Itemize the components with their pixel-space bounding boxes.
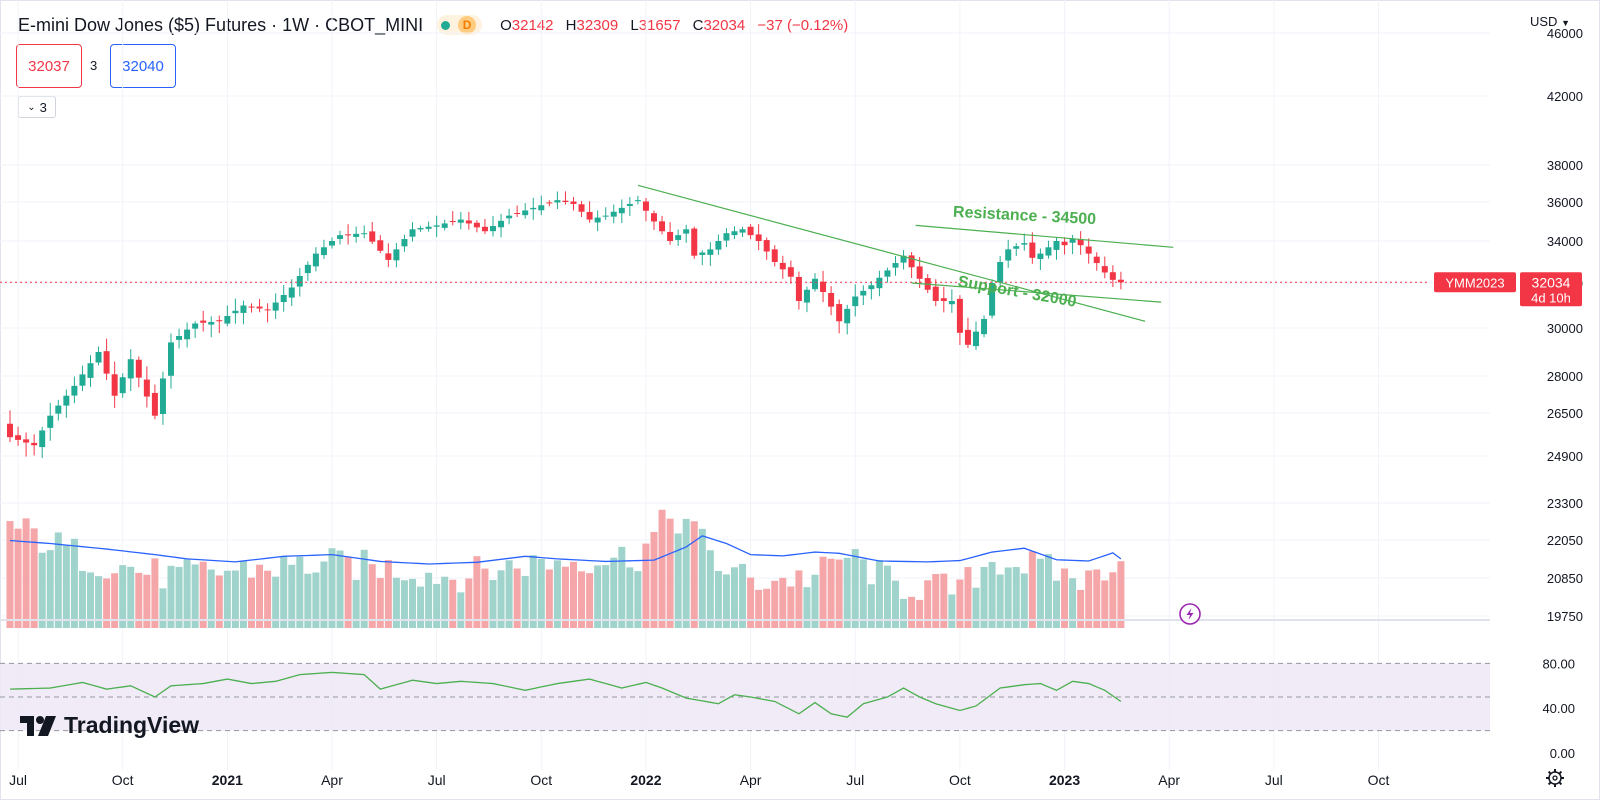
close-key: C (692, 16, 704, 34)
currency-select[interactable]: USD ▼ (1530, 14, 1570, 29)
chevron-down-icon: ▼ (1561, 18, 1570, 28)
brand-logo[interactable]: TradingView (20, 712, 199, 739)
market-open-dot-icon (441, 20, 451, 30)
open-value: 32142 (511, 16, 554, 34)
currency-label: USD (1530, 14, 1558, 29)
open-key: O (500, 16, 512, 34)
symbol-title[interactable]: E-mini Dow Jones ($5) Futures · 1W · CBO… (18, 14, 424, 35)
market-status-badge[interactable]: D (437, 15, 483, 35)
chevron-down-icon: ⌄ (27, 101, 36, 113)
close-value: 32034 (703, 16, 746, 34)
buy-button[interactable]: 32040 (110, 44, 176, 88)
high-key: H (565, 16, 577, 34)
delayed-data-icon: D (458, 16, 477, 34)
tradingview-logo-icon (20, 715, 56, 736)
spread-value: 3 (90, 58, 98, 73)
low-value: 31657 (638, 16, 681, 34)
indicators-toggle-button[interactable]: ⌄ 3 (18, 96, 56, 118)
change-value: −37 (−0.12%) (757, 16, 849, 34)
brand-name: TradingView (64, 712, 200, 738)
high-value: 32309 (576, 16, 619, 34)
ohlc-values: O32142 H32309 L31657 C32034 −37 (−0.12%) (500, 17, 856, 34)
sell-button[interactable]: 32037 (16, 44, 82, 88)
low-key: L (630, 16, 639, 34)
indicators-count: 3 (39, 99, 47, 115)
chart-header: E-mini Dow Jones ($5) Futures · 1W · CBO… (18, 14, 856, 36)
